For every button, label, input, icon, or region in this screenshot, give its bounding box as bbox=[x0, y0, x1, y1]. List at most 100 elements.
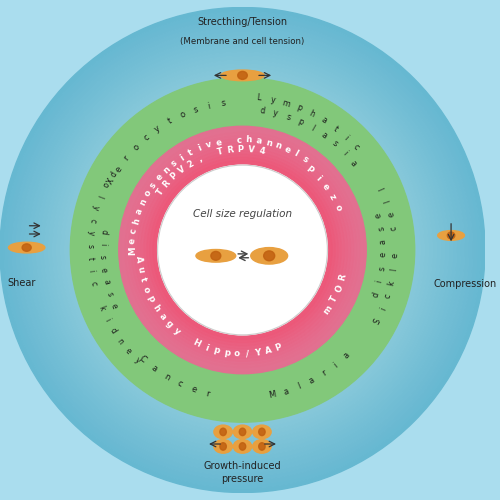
Text: h: h bbox=[150, 303, 162, 313]
Text: i: i bbox=[203, 343, 209, 352]
Text: a: a bbox=[150, 364, 159, 374]
Circle shape bbox=[230, 238, 254, 262]
Text: L: L bbox=[256, 94, 262, 103]
Text: i: i bbox=[86, 270, 96, 273]
Ellipse shape bbox=[264, 251, 274, 261]
Circle shape bbox=[238, 246, 246, 254]
Ellipse shape bbox=[214, 440, 233, 453]
Text: e: e bbox=[386, 210, 396, 218]
Text: c: c bbox=[88, 218, 98, 223]
Circle shape bbox=[125, 132, 360, 368]
Text: s: s bbox=[300, 154, 310, 164]
Text: l: l bbox=[292, 149, 300, 158]
Text: A: A bbox=[134, 255, 143, 262]
Text: s: s bbox=[192, 105, 199, 115]
Text: a: a bbox=[134, 208, 144, 216]
Circle shape bbox=[128, 136, 357, 364]
Text: n: n bbox=[264, 138, 272, 148]
Text: p: p bbox=[295, 103, 304, 114]
Text: o: o bbox=[142, 188, 154, 198]
Text: s: s bbox=[104, 291, 115, 298]
Circle shape bbox=[153, 160, 332, 340]
Text: o: o bbox=[332, 203, 343, 212]
Text: R: R bbox=[161, 178, 172, 190]
Circle shape bbox=[73, 80, 412, 420]
Text: y: y bbox=[272, 108, 278, 118]
Text: c: c bbox=[129, 228, 139, 234]
Text: o: o bbox=[140, 285, 151, 294]
Circle shape bbox=[131, 138, 354, 362]
Text: s: s bbox=[376, 226, 386, 230]
Text: m: m bbox=[281, 98, 291, 109]
Text: S: S bbox=[372, 318, 382, 326]
Text: T: T bbox=[216, 147, 224, 157]
Circle shape bbox=[138, 145, 348, 355]
Circle shape bbox=[113, 120, 372, 380]
Text: i: i bbox=[178, 154, 186, 162]
Text: s: s bbox=[148, 180, 158, 190]
Circle shape bbox=[44, 52, 440, 448]
Text: M: M bbox=[128, 246, 137, 255]
Circle shape bbox=[64, 72, 420, 428]
Text: c: c bbox=[176, 379, 184, 389]
Circle shape bbox=[119, 126, 366, 374]
Circle shape bbox=[146, 154, 338, 346]
Circle shape bbox=[186, 194, 299, 306]
Text: i: i bbox=[207, 101, 212, 110]
Circle shape bbox=[40, 48, 444, 452]
Circle shape bbox=[214, 222, 271, 278]
Circle shape bbox=[126, 133, 360, 367]
Text: P: P bbox=[274, 342, 283, 353]
Text: T: T bbox=[155, 188, 166, 198]
Circle shape bbox=[119, 126, 366, 374]
Text: d: d bbox=[259, 106, 266, 116]
Text: a: a bbox=[282, 386, 290, 396]
Circle shape bbox=[117, 124, 368, 376]
Circle shape bbox=[140, 148, 344, 352]
Circle shape bbox=[166, 173, 320, 327]
Text: c: c bbox=[142, 132, 151, 142]
Text: l: l bbox=[378, 185, 386, 190]
Text: s: s bbox=[377, 266, 386, 271]
Text: e: e bbox=[124, 346, 133, 356]
Text: e: e bbox=[374, 211, 384, 218]
Text: i: i bbox=[375, 280, 384, 283]
Circle shape bbox=[105, 112, 380, 388]
Circle shape bbox=[52, 60, 432, 440]
Ellipse shape bbox=[252, 440, 271, 453]
Text: r: r bbox=[205, 389, 210, 398]
Text: c: c bbox=[88, 281, 99, 287]
Circle shape bbox=[158, 165, 328, 335]
Text: n: n bbox=[162, 372, 171, 382]
Circle shape bbox=[218, 226, 267, 274]
Ellipse shape bbox=[258, 428, 265, 436]
Text: v: v bbox=[205, 140, 214, 150]
Text: n: n bbox=[162, 165, 172, 175]
Circle shape bbox=[198, 206, 287, 294]
Circle shape bbox=[182, 190, 303, 310]
Text: r: r bbox=[320, 368, 328, 378]
Circle shape bbox=[158, 165, 328, 335]
Text: c: c bbox=[351, 142, 360, 152]
Text: a: a bbox=[320, 130, 329, 140]
Text: l: l bbox=[382, 198, 392, 203]
Text: P: P bbox=[168, 171, 179, 182]
Text: h: h bbox=[131, 217, 141, 226]
Text: h: h bbox=[246, 136, 252, 144]
Circle shape bbox=[77, 84, 408, 415]
Ellipse shape bbox=[22, 244, 31, 252]
Text: y: y bbox=[90, 204, 101, 212]
Text: Strecthing/Tension: Strecthing/Tension bbox=[198, 17, 288, 27]
Text: ,: , bbox=[196, 154, 203, 164]
Text: e: e bbox=[378, 252, 388, 258]
Text: e: e bbox=[113, 165, 124, 174]
Text: V: V bbox=[248, 145, 255, 154]
Text: pressure: pressure bbox=[222, 474, 264, 484]
Text: P: P bbox=[238, 145, 244, 154]
Text: k: k bbox=[387, 280, 396, 286]
Text: a: a bbox=[308, 376, 316, 386]
Ellipse shape bbox=[196, 250, 235, 262]
Circle shape bbox=[32, 40, 453, 460]
Text: M: M bbox=[268, 390, 276, 400]
Text: u: u bbox=[135, 266, 145, 273]
